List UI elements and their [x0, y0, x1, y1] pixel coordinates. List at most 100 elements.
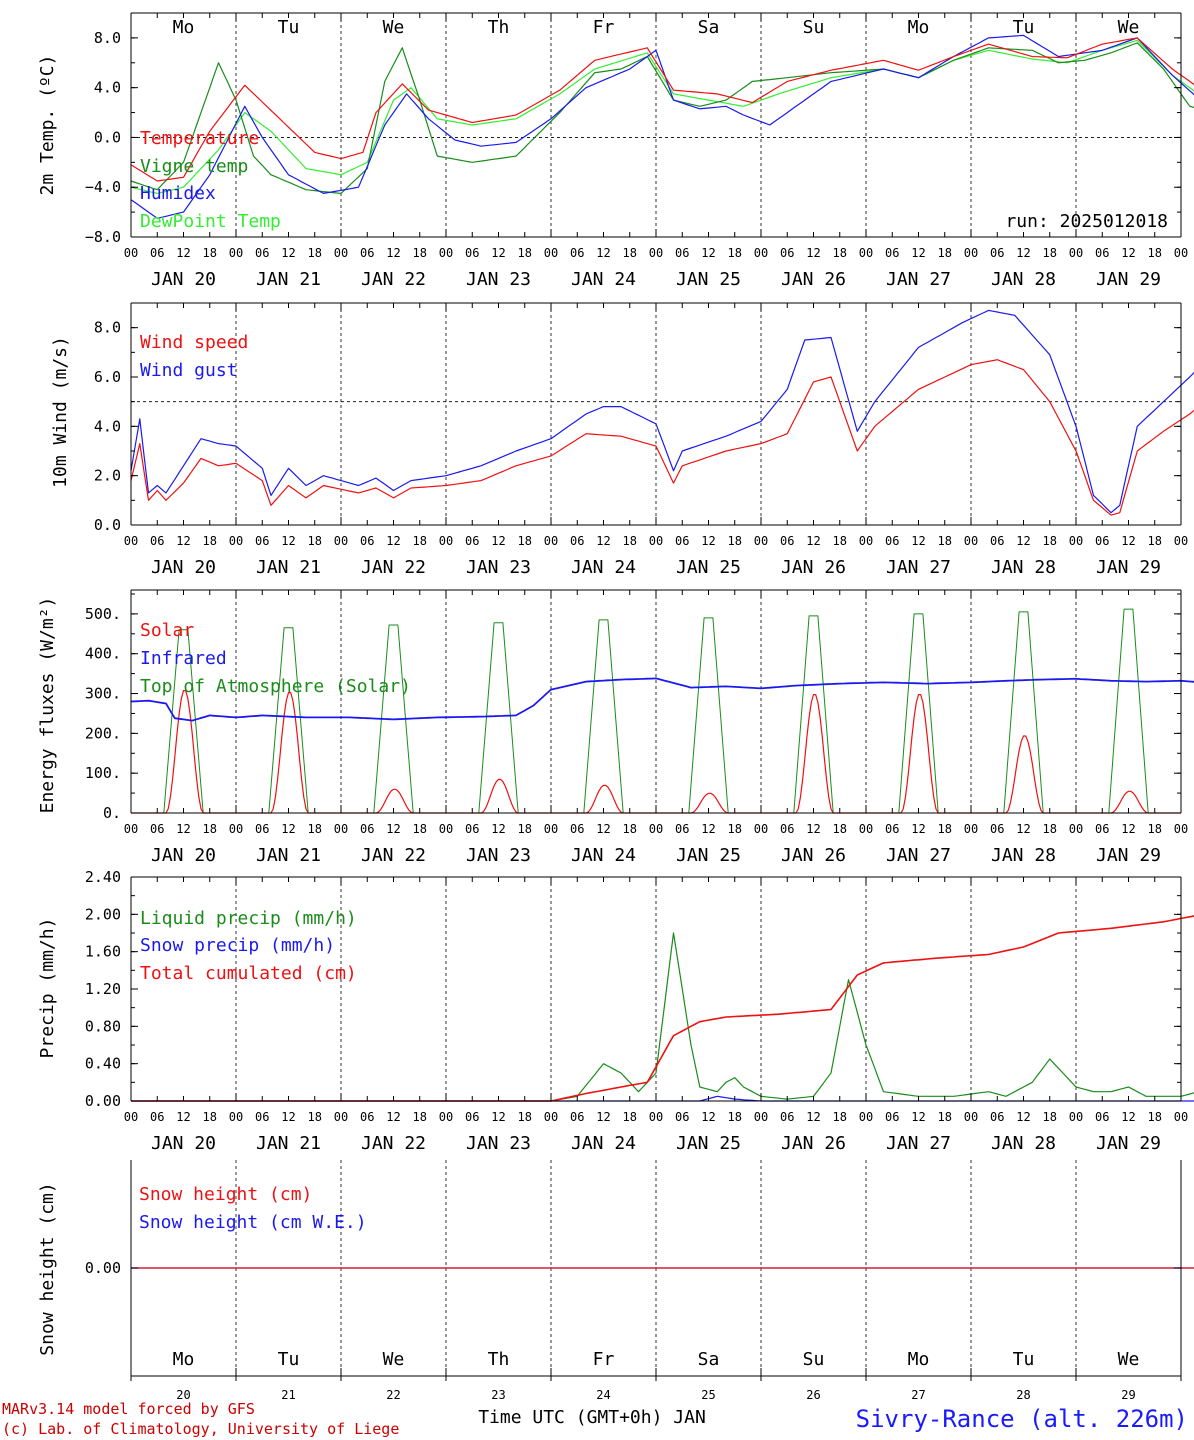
x-hour-label: 06 [990, 822, 1004, 836]
x-hour-label: 12 [596, 1110, 610, 1124]
x-hour-label: 06 [360, 534, 374, 548]
x-hour-label: 18 [938, 822, 952, 836]
x-hour-label: 12 [596, 246, 610, 260]
x-hour-label: 06 [675, 534, 689, 548]
x-hour-label: 12 [701, 246, 715, 260]
x-hour-label: 18 [413, 534, 427, 548]
legend-snow-height-we: Snow height (cm W.E.) [139, 1212, 367, 1233]
x-hour-label: 12 [386, 246, 400, 260]
x-hour-label: 00 [754, 534, 768, 548]
humidex-line [130, 34, 1194, 219]
y-tick-label: 0.00 [85, 1259, 121, 1277]
x-hour-label: 18 [938, 534, 952, 548]
x-hour-label: 00 [544, 246, 558, 260]
x-hour-label: 00 [859, 534, 873, 548]
day-number-label: 25 [701, 1388, 715, 1402]
x-hour-label: 12 [1016, 1110, 1030, 1124]
x-hour-label: 12 [386, 1110, 400, 1124]
x-hour-label: 06 [570, 534, 584, 548]
x-hour-label: 12 [176, 1110, 190, 1124]
x-hour-label: 06 [780, 1110, 794, 1124]
weekday-label: Tu [1013, 17, 1035, 38]
x-hour-label: 06 [465, 822, 479, 836]
x-date-label: JAN 24 [571, 557, 636, 578]
x-hour-label: 12 [491, 1110, 505, 1124]
x-hour-label: 00 [964, 1110, 978, 1124]
x-date-label: JAN 25 [676, 269, 741, 290]
x-hour-label: 06 [465, 246, 479, 260]
x-date-label: JAN 29 [1096, 845, 1161, 866]
x-hour-label: 18 [1148, 1110, 1162, 1124]
x-hour-label: 06 [1095, 1110, 1109, 1124]
legend-snow-height: Snow height (cm) [139, 1184, 312, 1205]
legend-infrared: Infrared [140, 648, 227, 669]
y-tick-label: 400. [85, 645, 121, 663]
x-hour-label: 12 [1016, 246, 1030, 260]
x-date-label: JAN 20 [151, 269, 216, 290]
x-hour-label: 18 [623, 246, 637, 260]
x-hour-label: 18 [308, 822, 322, 836]
panel-wind: 10m Wind (m/s) 0.0 2.0 4.0 6.0 8.0 00 06 12 18 J… [50, 302, 1194, 578]
x-hour-label: 18 [833, 246, 847, 260]
precip-legend: Liquid precip (mm/h) Snow precip (mm/h) … [140, 908, 357, 984]
legend-vigne-temp: Vigne temp [140, 156, 248, 177]
x-date-label: JAN 25 [676, 557, 741, 578]
run-label: run: 2025012018 [1005, 211, 1168, 232]
x-hour-label: 12 [596, 822, 610, 836]
x-hour-label: 00 [754, 246, 768, 260]
x-hour-label: 00 [124, 534, 138, 548]
x-hour-label: 00 [334, 1110, 348, 1124]
x-hour-label: 00 [439, 822, 453, 836]
x-hour-label: 12 [701, 822, 715, 836]
x-hour-label: 12 [176, 246, 190, 260]
x-date-label: JAN 20 [151, 557, 216, 578]
y-tick-label: 200. [85, 724, 121, 742]
x-hour-label: 12 [281, 246, 295, 260]
y-tick-label: 0. [103, 804, 121, 822]
weekday-label: We [383, 17, 405, 38]
x-hour-label: 06 [1095, 822, 1109, 836]
x-hour-label: 00 [334, 534, 348, 548]
x-hour-label: 12 [386, 822, 400, 836]
x-hour-label: 00 [1069, 822, 1083, 836]
x-hour-label: 00 [649, 534, 663, 548]
x-hour-label: 00 [439, 246, 453, 260]
x-hour-label: 00 [229, 534, 243, 548]
x-date-label: JAN 24 [571, 269, 636, 290]
y-tick-label: 1.60 [85, 943, 121, 961]
x-hour-label: 06 [990, 1110, 1004, 1124]
x-hour-label: 12 [281, 1110, 295, 1124]
x-date-label: JAN 28 [991, 557, 1056, 578]
x-hour-label: 06 [570, 1110, 584, 1124]
x-hour-label: 00 [229, 246, 243, 260]
x-hour-label: 18 [308, 246, 322, 260]
wind-speed-line [130, 359, 1194, 516]
legend-wind-speed: Wind speed [140, 332, 248, 353]
weekday-label: Tu [278, 17, 300, 38]
y-tick-label: 100. [85, 764, 121, 782]
legend-dewpoint-temp: DewPoint Temp [140, 211, 281, 232]
liquid-precip-line [131, 932, 1194, 1102]
y-tick-label: 4.0 [94, 79, 121, 97]
x-hour-label: 00 [334, 246, 348, 260]
x-hour-label: 12 [176, 534, 190, 548]
weekday-label: Mo [908, 17, 930, 38]
panel-energy: Energy fluxes (W/m²) 0. 100. 200. 300. 400. 5… [37, 589, 1194, 866]
x-hour-label: 00 [439, 1110, 453, 1124]
x-hour-label: 18 [308, 534, 322, 548]
y-tick-label: 8.0 [94, 319, 121, 337]
x-hour-label: 12 [911, 534, 925, 548]
x-hour-label: 12 [1016, 822, 1030, 836]
legend-toa-solar: Top of Atmosphere (Solar) [140, 676, 411, 697]
footer: MARv3.14 model forced by GFS (c) Lab. of… [2, 1400, 1188, 1438]
x-hour-label: 18 [203, 1110, 217, 1124]
x-hour-label: 12 [911, 1110, 925, 1124]
day-number-label: 26 [806, 1388, 820, 1402]
temp-y-axis-label: 2m Temp. (ºC) [37, 55, 58, 196]
energy-y-axis-label: Energy fluxes (W/m²) [37, 597, 58, 814]
x-date-label: JAN 23 [466, 1133, 531, 1154]
legend-solar: Solar [140, 620, 194, 641]
legend-humidex: Humidex [140, 183, 216, 204]
x-hour-label: 06 [465, 1110, 479, 1124]
infrared-line [130, 677, 1194, 722]
